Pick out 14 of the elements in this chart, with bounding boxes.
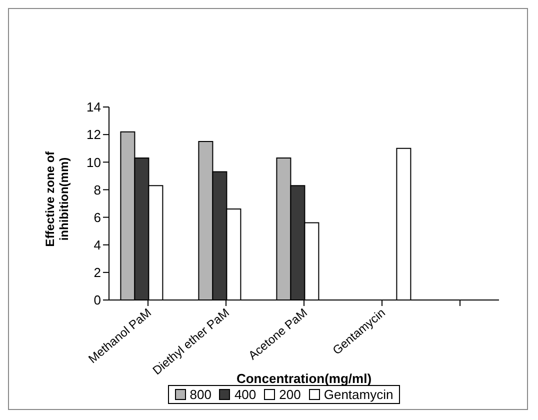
legend-label: 200 xyxy=(278,387,301,402)
y-tick-label: 10 xyxy=(86,154,101,170)
y-tick-label: 2 xyxy=(94,265,101,280)
y-axis-title: Effective zone of inhibition(mm) xyxy=(43,150,71,249)
y-tick-label: 14 xyxy=(86,100,101,115)
y-tick-label: 4 xyxy=(94,237,101,252)
y-tick-label: 0 xyxy=(94,292,101,308)
legend-label: Gentamycin xyxy=(322,387,394,402)
y-tick-label: 8 xyxy=(94,182,101,198)
x-axis-title: Concentration(mg/ml) xyxy=(236,371,372,386)
y-tick-label: 6 xyxy=(94,210,101,225)
legend-label: 400 xyxy=(233,387,256,402)
y-tick-label: 12 xyxy=(86,127,101,142)
legend-label: 800 xyxy=(188,387,212,402)
